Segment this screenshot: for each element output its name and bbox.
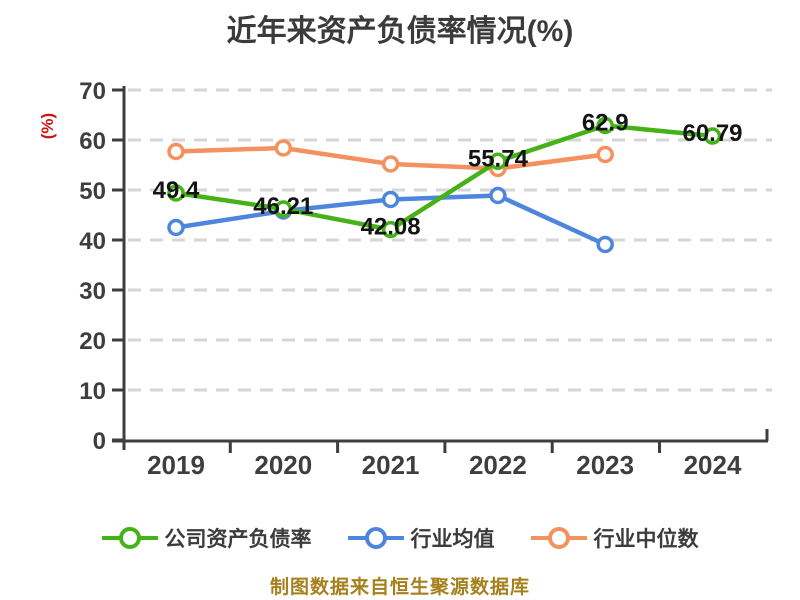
y-tick-label-50: 50 [79, 178, 106, 205]
data-point-marker [489, 152, 507, 171]
x-tick-label-2020: 2020 [254, 450, 312, 480]
data-point-marker [596, 145, 614, 164]
data-point-marker [381, 190, 400, 209]
y-tick-label-60: 60 [79, 128, 106, 155]
x-tick-label-2024: 2024 [684, 450, 742, 480]
data-point-marker [167, 184, 185, 202]
company-series-marker-icon [101, 527, 158, 549]
data-label-2021: 42.08 [361, 214, 421, 241]
data-point-marker [596, 116, 614, 135]
legend-label-company-ratio: 公司资产负债率 [164, 528, 312, 551]
data-point-marker [167, 142, 185, 161]
chart-title: 近年来资产负债率情况(%) [226, 15, 574, 48]
industry-median-series-marker-icon [530, 527, 587, 549]
data-point-marker [489, 186, 507, 205]
data-source-note: 制图数据来自恒生聚源数据库 [269, 577, 530, 598]
data-label-2023: 62.9 [582, 110, 629, 137]
industry-mean-series-marker-icon [347, 527, 404, 549]
legend: 公司资产负债率 行业均值 行业中位数 [0, 518, 800, 558]
y-tick-label-70: 70 [79, 78, 106, 105]
x-tick-label-2023: 2023 [576, 450, 634, 480]
y-tick-label-40: 40 [79, 228, 106, 255]
legend-label-industry-mean: 行业均值 [410, 528, 495, 551]
data-point-marker [703, 127, 722, 145]
legend-label-industry-median: 行业中位数 [593, 528, 699, 551]
legend-item-industry-median[interactable]: 行业中位数 [530, 523, 699, 553]
y-tick-label-30: 30 [79, 278, 106, 305]
data-point-marker [596, 235, 614, 254]
data-point-marker [381, 155, 400, 173]
data-point-marker [381, 220, 400, 239]
y-tick-label-0: 0 [93, 428, 106, 455]
legend-item-industry-mean[interactable]: 行业均值 [347, 523, 495, 553]
y-tick-label-20: 20 [79, 328, 106, 355]
data-label-2019: 49.4 [153, 177, 200, 204]
x-tick-label-2022: 2022 [469, 450, 527, 480]
y-tick-label-10: 10 [79, 378, 106, 405]
data-point-marker [167, 218, 185, 237]
legend-item-company-ratio[interactable]: 公司资产负债率 [101, 523, 312, 553]
data-label-2022: 55.74 [468, 145, 529, 172]
data-point-marker [274, 200, 293, 218]
data-point-marker [274, 139, 293, 157]
data-label-2024: 60.79 [682, 120, 742, 147]
x-tick-label-2021: 2021 [362, 450, 420, 480]
data-label-2020: 46.21 [253, 193, 313, 220]
x-tick-label-2019: 2019 [147, 450, 205, 480]
series-line [173, 123, 715, 232]
